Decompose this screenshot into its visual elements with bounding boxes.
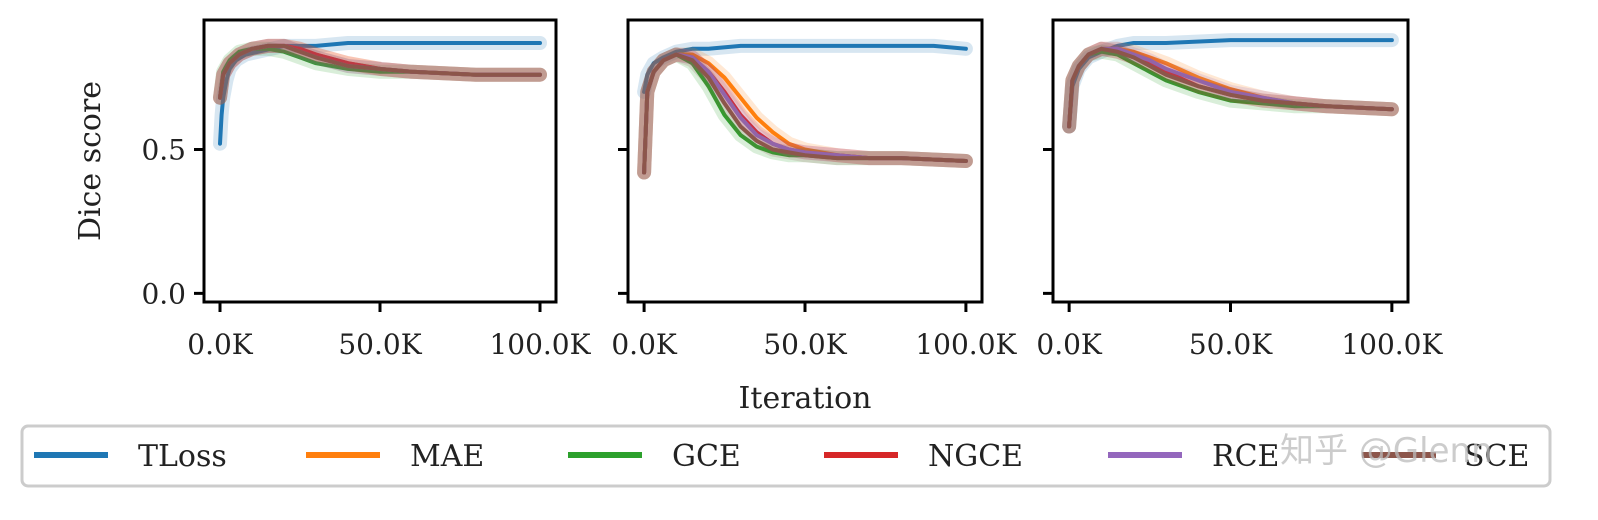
legend-label-5: RCE (1212, 439, 1279, 474)
series-band-tloss-p1 (213, 36, 547, 151)
legend-entry-4: NGCE (824, 439, 1023, 474)
legend-label-6: SCE (1464, 439, 1529, 474)
x-tick-label-p1-1: 50.0K (338, 328, 422, 361)
legend-entry-5: RCE (1108, 439, 1279, 474)
y-tick-label-p1-0: 0.0 (141, 277, 186, 310)
panel-3: 0.0K 50.0K 100.0K (1036, 18, 1443, 361)
x-tick-label-p2-2: 100.0K (915, 328, 1017, 361)
legend-frame (20, 424, 1552, 488)
panel-1: 0.0K 50.0K 100.0K 0.0 0.5 Dice score (73, 18, 592, 361)
axes-frame-p3 (1051, 18, 1410, 304)
x-tick-label-p3-0: 0.0K (1036, 328, 1103, 361)
y-axis-label: Dice score (73, 81, 108, 241)
x-tick-label-p2-0: 0.0K (611, 328, 678, 361)
legend-entry-2: MAE (306, 439, 484, 474)
legend-label-2: MAE (410, 439, 484, 474)
legend-label-3: GCE (672, 439, 741, 474)
legend-label-1: TLoss (138, 439, 227, 474)
legend-label-4: NGCE (928, 439, 1023, 474)
x-tick-label-p3-1: 50.0K (1189, 328, 1273, 361)
panels: 0.0K 50.0K 100.0K 0.0 0.5 Dice score 0.0K 50.0K… (73, 18, 1443, 416)
panel-2: 0.0K 50.0K 100.0K Iteration (611, 18, 1018, 416)
series-line-sce-p2 (642, 52, 968, 175)
x-tick-label-p2-1: 50.0K (763, 328, 847, 361)
watermark: 知乎 @Glenn (1280, 431, 1493, 471)
x-axis-label: Iteration (739, 381, 872, 416)
x-tick-label-p1-0: 0.0K (187, 328, 254, 361)
x-tick-label-p1-2: 100.0K (489, 328, 591, 361)
series-line-tloss-p1 (218, 41, 542, 146)
series-line-sce-p3 (1067, 46, 1394, 129)
legend-entry-6: SCE (1362, 439, 1529, 474)
x-tick-label-p3-2: 100.0K (1341, 328, 1443, 361)
y-tick-label-p1-1: 0.5 (141, 133, 186, 166)
series-line-tloss-p2 (642, 43, 968, 94)
series-line-sce-p1 (218, 43, 542, 100)
legend-entry-1: TLoss (34, 439, 227, 474)
legend: TLoss MAE GCE NGCE RCE SCE (20, 424, 1552, 488)
legend-entry-3: GCE (568, 439, 741, 474)
